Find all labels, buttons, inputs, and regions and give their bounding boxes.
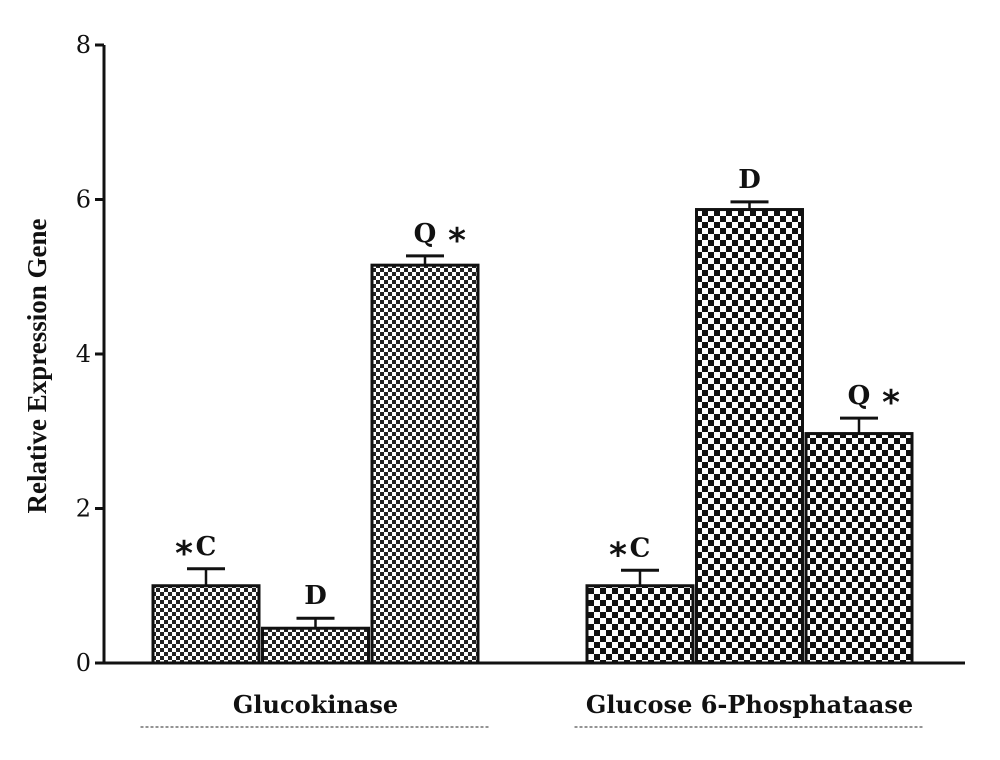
- y-tick-label: 4: [76, 340, 91, 368]
- bar-annotation: D: [304, 581, 327, 611]
- bars: [151, 200, 914, 665]
- bar: [695, 208, 804, 665]
- group-label: Glucokinase: [233, 690, 398, 719]
- group-label: Glucose 6-Phosphataase: [586, 690, 913, 719]
- bar-annotation: C: [630, 533, 651, 563]
- bar-annotation: Q: [414, 219, 437, 249]
- significance-star: *: [882, 383, 900, 423]
- y-tick-label: 2: [76, 495, 91, 523]
- bar: [585, 584, 695, 665]
- y-tick-label: 0: [76, 649, 91, 677]
- significance-star: *: [175, 534, 193, 574]
- bar: [151, 584, 261, 665]
- bar: [261, 626, 370, 665]
- significance-star: *: [609, 535, 627, 575]
- bar-annotation: D: [738, 165, 761, 195]
- y-tick-label: 8: [76, 31, 91, 59]
- significance-star: *: [448, 221, 466, 261]
- bar-annotation: Q: [848, 381, 871, 411]
- y-tick-label: 6: [76, 186, 91, 214]
- bar-annotation: C: [196, 532, 217, 562]
- bar: [804, 432, 914, 665]
- y-axis-label: Relative Expression Gene: [22, 218, 52, 513]
- bar: [370, 263, 480, 665]
